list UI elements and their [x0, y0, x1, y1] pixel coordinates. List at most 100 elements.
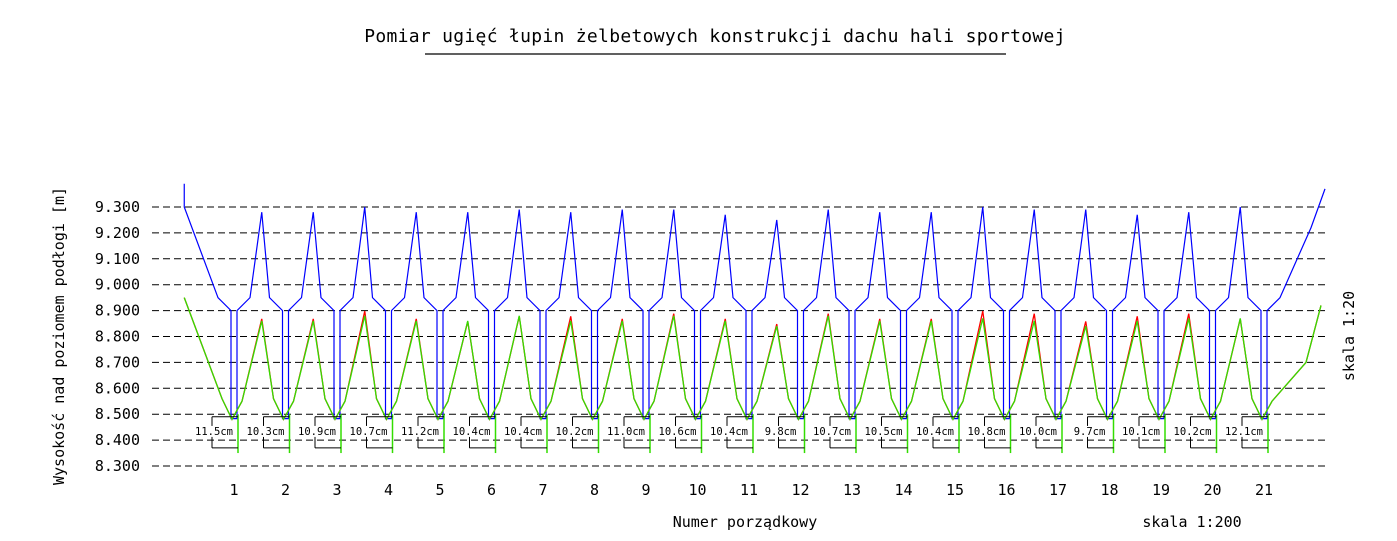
y-tick-label: 9.200	[95, 224, 140, 242]
deflection-label: 10.2cm	[556, 426, 594, 438]
deflection-label-bg	[1122, 425, 1160, 437]
y-tick-labels: 9.300 9.200 9.100 9.000 8.900 8.800 8.700 8.600…	[95, 198, 140, 475]
y-tick-label: 9.000	[95, 276, 140, 294]
deflection-label-bg	[607, 425, 645, 437]
deflection-label-bg	[658, 425, 697, 437]
deflection-label-bg	[1019, 425, 1057, 437]
x-tick-label: 18	[1100, 481, 1118, 499]
deflection-label-bg	[246, 425, 285, 437]
deflection-marker: 10.4cm	[916, 416, 959, 449]
x-tick-label: 9	[641, 481, 650, 499]
y-axis-label: Wysokość nad poziomem podłogi [m]	[50, 187, 68, 485]
deflection-label: 10.9cm	[298, 426, 336, 438]
y-tick-label: 9.300	[95, 198, 140, 216]
deflection-label: 9.7cm	[1074, 426, 1106, 438]
deflection-label-bg	[1225, 425, 1263, 437]
x-tick-label: 3	[332, 481, 341, 499]
deflection-marker: 10.3cm	[246, 416, 290, 449]
deflection-label: 10.8cm	[968, 426, 1006, 438]
deflection-label: 10.4cm	[916, 426, 954, 438]
deflection-label: 10.0cm	[1019, 426, 1057, 438]
y-tick-label: 8.300	[95, 457, 140, 475]
deflection-marker: 10.4cm	[504, 416, 547, 449]
deflection-label: 10.4cm	[504, 426, 542, 438]
deflection-label-bg	[298, 425, 336, 437]
deflection-marker: 10.4cm	[452, 416, 496, 449]
deflection-label-bg	[349, 425, 388, 437]
deflection-marker: 11.0cm	[607, 416, 650, 449]
deflection-label-bg	[1173, 425, 1212, 437]
deflection-label-bg	[401, 425, 439, 437]
deflection-marker: 10.2cm	[555, 416, 599, 449]
y-tick-label: 8.400	[95, 431, 140, 449]
y-tick-label: 8.500	[95, 405, 140, 423]
x-tick-label: 21	[1255, 481, 1273, 499]
deflection-marker: 10.9cm	[298, 416, 341, 449]
deflection-label: 10.5cm	[865, 426, 903, 438]
deflection-marker: 10.2cm	[1173, 416, 1217, 449]
horizontal-scale-label: skala 1:200	[1142, 513, 1241, 531]
deflection-label-bg	[504, 425, 542, 437]
y-tick-label: 8.600	[95, 379, 140, 397]
deflection-markers: 11.5cm 10.3cm 10.9cm 10.7cm 11.2cm 10.4cm 10.4…	[195, 416, 1268, 449]
deflection-label: 12.1cm	[1225, 426, 1263, 438]
x-tick-label: 6	[487, 481, 496, 499]
deflection-marker: 10.8cm	[967, 416, 1011, 449]
x-tick-label: 11	[740, 481, 758, 499]
x-tick-label: 2	[281, 481, 290, 499]
x-tick-label: 10	[688, 481, 706, 499]
deflection-label: 10.3cm	[247, 426, 285, 438]
deflection-label: 10.1cm	[1122, 426, 1160, 438]
chart-title: Pomiar ugięć łupin żelbetowych konstrukc…	[364, 26, 1066, 47]
deflection-label: 9.8cm	[765, 426, 797, 438]
series-lines	[183, 183, 1326, 454]
deflection-label-bg	[710, 425, 748, 437]
deflection-label-bg	[195, 425, 233, 437]
x-tick-label: 19	[1152, 481, 1170, 499]
x-tick-label: 14	[894, 481, 912, 499]
deflection-label-bg	[864, 425, 903, 437]
y-tick-label: 8.800	[95, 328, 140, 346]
series-line-upper	[183, 183, 1326, 420]
deflection-label-bg	[452, 425, 491, 437]
x-tick-label: 7	[538, 481, 547, 499]
deflection-label: 10.7cm	[813, 426, 851, 438]
x-tick-label: 13	[843, 481, 861, 499]
deflection-marker: 10.6cm	[658, 416, 702, 449]
y-tick-label: 8.900	[95, 302, 140, 320]
deflection-marker: 10.7cm	[349, 416, 393, 449]
x-tick-label: 16	[997, 481, 1015, 499]
deflection-marker: 10.4cm	[710, 416, 753, 449]
deflection-label-bg	[967, 425, 1006, 437]
deflection-marker: 11.2cm	[401, 416, 444, 449]
x-tick-label: 5	[435, 481, 444, 499]
x-tick-label: 1	[229, 481, 238, 499]
deflection-label: 11.0cm	[607, 426, 645, 438]
deflection-label: 10.4cm	[710, 426, 748, 438]
y-tick-label: 8.700	[95, 353, 140, 371]
deflection-marker: 10.0cm	[1019, 416, 1062, 449]
x-tick-label: 15	[946, 481, 964, 499]
deflection-label-bg	[813, 425, 851, 437]
x-tick-label: 17	[1049, 481, 1067, 499]
vertical-scale-label: skala 1:20	[1340, 291, 1358, 381]
deflection-marker: 9.7cm	[1070, 416, 1114, 449]
y-tick-label: 9.100	[95, 250, 140, 268]
deflection-label: 11.5cm	[195, 426, 233, 438]
deflection-label-bg	[1070, 425, 1109, 437]
series-line-lower-b	[183, 297, 1322, 421]
deflection-marker: 10.5cm	[864, 416, 908, 449]
x-tick-label: 4	[384, 481, 393, 499]
grid	[152, 206, 1326, 467]
deflection-label: 10.7cm	[350, 426, 388, 438]
deflection-label-bg	[916, 425, 954, 437]
x-tick-label: 20	[1203, 481, 1221, 499]
deflection-label: 11.2cm	[401, 426, 439, 438]
deflection-marker: 10.1cm	[1122, 416, 1165, 449]
deflection-label-bg	[761, 425, 800, 437]
x-tick-label: 12	[791, 481, 809, 499]
deflection-marker: 10.7cm	[813, 416, 856, 449]
deflection-label: 10.4cm	[453, 426, 491, 438]
